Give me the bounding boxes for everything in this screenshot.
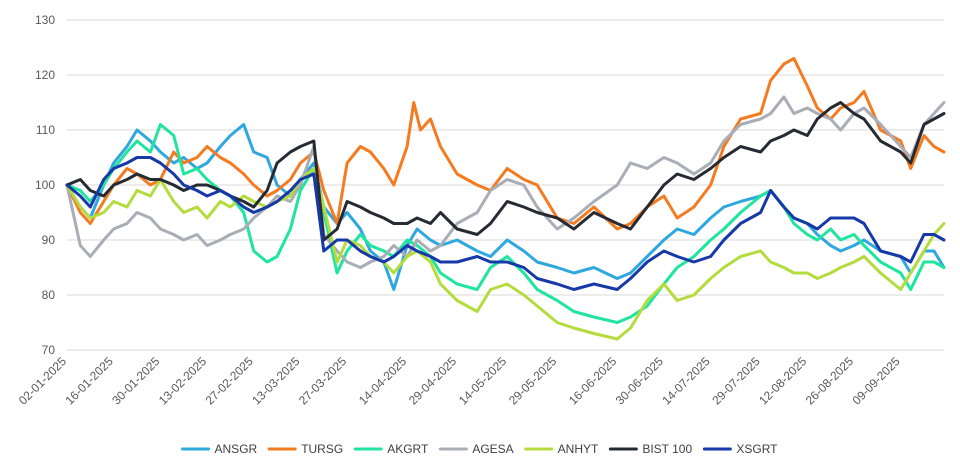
series-line-bist-100	[65, 101, 946, 242]
series-line-xsgrt	[65, 156, 946, 291]
x-tick-label: 30-06-2025	[613, 354, 667, 408]
x-tick-label: 09-09-2025	[849, 354, 903, 408]
series-line-agesa	[65, 95, 946, 269]
y-axis: 70 80 90 100 110 120 130	[35, 13, 55, 357]
legend-item: AKGRT	[353, 442, 429, 456]
legend-label: AKGRT	[387, 442, 429, 456]
y-tick-label: 100	[35, 178, 55, 192]
x-tick-label: 30-01-2025	[109, 354, 163, 408]
series-line-tursg	[65, 57, 946, 231]
legend-label: ANHYT	[558, 442, 599, 456]
legend: ANSGR TURSG AKGRT AGESA ANHYT BIST 100 XSGRT	[181, 442, 778, 456]
legend-item: BIST 100	[608, 442, 692, 456]
legend-item: ANHYT	[524, 442, 599, 456]
y-tick-label: 70	[42, 343, 56, 357]
series-line-akgrt	[65, 123, 946, 324]
x-tick-label: 16-01-2025	[62, 354, 116, 408]
legend-item: TURSG	[267, 442, 343, 456]
y-tick-label: 110	[36, 123, 55, 137]
legend-label: ANSGR	[215, 442, 258, 456]
legend-label: TURSG	[301, 442, 343, 456]
series-line-anhyt	[65, 167, 946, 341]
x-tick-label: 13-02-2025	[156, 354, 210, 408]
legend-item: XSGRT	[702, 442, 778, 456]
x-tick-label: 27-03-2025	[296, 354, 350, 408]
x-tick-label: 02-01-2025	[16, 354, 70, 408]
x-tick-label: 16-06-2025	[566, 354, 620, 408]
x-tick-label: 29-07-2025	[709, 354, 763, 408]
x-tick-label: 13-03-2025	[249, 354, 303, 408]
x-tick-label: 14-04-2025	[356, 354, 410, 408]
legend-label: AGESA	[472, 442, 513, 456]
y-tick-label: 130	[35, 13, 55, 27]
legend-label: XSGRT	[736, 442, 778, 456]
x-tick-label: 12-08-2025	[756, 354, 810, 408]
x-tick-label: 14-05-2025	[456, 354, 510, 408]
series-lines	[65, 57, 946, 341]
x-tick-label: 26-08-2025	[803, 354, 857, 408]
y-tick-label: 120	[35, 68, 55, 82]
x-tick-label: 29-05-2025	[506, 354, 560, 408]
y-tick-label: 90	[42, 233, 56, 247]
y-tick-label: 80	[42, 288, 56, 302]
x-tick-label: 14-07-2025	[659, 354, 713, 408]
x-tick-label: 27-02-2025	[203, 354, 257, 408]
legend-item: ANSGR	[181, 442, 258, 456]
legend-item: AGESA	[438, 442, 514, 456]
x-axis: 02-01-202516-01-202530-01-202513-02-2025…	[16, 354, 903, 408]
legend-label: BIST 100	[642, 442, 692, 456]
x-tick-label: 29-04-2025	[406, 354, 460, 408]
